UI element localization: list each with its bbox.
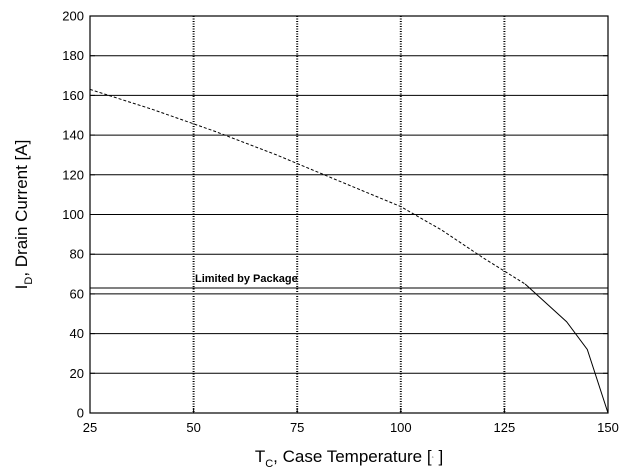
- y-tick-label: 120: [62, 167, 84, 182]
- degree-icon: ◦: [432, 455, 434, 461]
- series-layer: [89, 88, 609, 414]
- x-tick-label: 100: [390, 420, 412, 435]
- grid-lines: [90, 16, 608, 413]
- y-axis-label-main: I: [12, 285, 31, 290]
- y-tick-label: 60: [70, 286, 84, 301]
- x-tick-label: 75: [290, 420, 304, 435]
- x-tick-label: 25: [83, 420, 97, 435]
- y-tick-label: 140: [62, 128, 84, 143]
- y-tick-label: 100: [62, 207, 84, 222]
- series-line-dashed: [89, 88, 526, 285]
- y-tick-label: 0: [77, 406, 84, 421]
- y-tick-label: 180: [62, 48, 84, 63]
- y-axis-label: ID, Drain Current [A]: [12, 140, 35, 290]
- x-axis-label-close: ]: [434, 447, 443, 466]
- series-line-solid: [524, 283, 609, 414]
- x-axis-label-rest: , Case Temperature [: [273, 447, 432, 466]
- y-tick-label: 40: [70, 326, 84, 341]
- x-axis-label-main: T: [255, 447, 265, 466]
- y-axis-label-rest: , Drain Current [A]: [12, 140, 31, 277]
- y-tick-label: 20: [70, 366, 84, 381]
- package-limit-label: Limited by Package: [195, 273, 298, 285]
- x-tick-label: 50: [186, 420, 200, 435]
- x-tick-label: 150: [597, 420, 619, 435]
- y-tick-label: 80: [70, 247, 84, 262]
- x-axis-label-sub: C: [265, 458, 273, 470]
- x-tick-label: 125: [494, 420, 516, 435]
- y-tick-label: 200: [62, 9, 84, 24]
- y-axis-label-sub: D: [23, 277, 35, 285]
- x-axis-label: TC, Case Temperature [◦ ]: [255, 447, 443, 470]
- y-tick-label: 160: [62, 88, 84, 103]
- tick-labels: 0 20 40 60 80 100 120 140 160 180 200 25 50 75 100 125 1…: [62, 9, 619, 436]
